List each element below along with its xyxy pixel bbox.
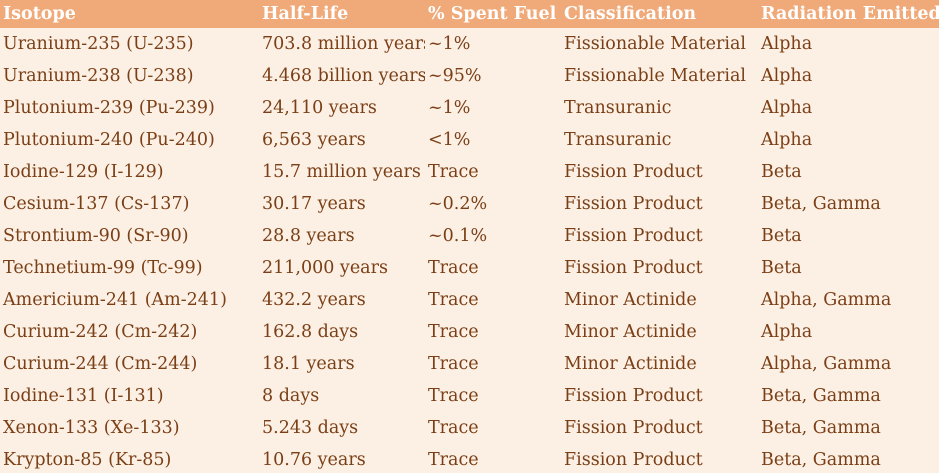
- cell-classification: Fission Product: [564, 226, 703, 246]
- cell-classification: Transuranic: [564, 98, 672, 118]
- cell-half-life: 18.1 years: [262, 354, 355, 374]
- cell-radiation: Alpha: [761, 34, 813, 54]
- cell-radiation: Beta, Gamma: [761, 194, 881, 214]
- cell-classification: Fission Product: [564, 386, 703, 406]
- cell-isotope: Xenon-133 (Xe-133): [3, 418, 180, 438]
- cell-classification: Transuranic: [564, 130, 672, 150]
- table-row: Curium-244 (Cm-244) 18.1 years Trace Minor …: [0, 348, 939, 380]
- cell-isotope: Strontium-90 (Sr-90): [3, 226, 189, 246]
- cell-half-life: 24,110 years: [262, 98, 377, 118]
- cell-classification: Fission Product: [564, 450, 703, 470]
- cell-isotope: Plutonium-240 (Pu-240): [3, 130, 215, 150]
- cell-spent-fuel: Trace: [428, 450, 479, 470]
- cell-radiation: Beta: [761, 162, 802, 182]
- cell-radiation: Beta, Gamma: [761, 418, 881, 438]
- cell-radiation: Alpha: [761, 98, 813, 118]
- cell-half-life: 10.76 years: [262, 450, 366, 470]
- cell-classification: Fission Product: [564, 194, 703, 214]
- table-row: Uranium-235 (U-235) 703.8 million years ~1…: [0, 28, 939, 60]
- cell-classification: Minor Actinide: [564, 322, 697, 342]
- cell-classification: Minor Actinide: [564, 354, 697, 374]
- cell-spent-fuel: <1%: [428, 130, 471, 150]
- cell-isotope: Cesium-137 (Cs-137): [3, 194, 190, 214]
- table-row: Plutonium-240 (Pu-240) 6,563 years <1% Tran…: [0, 124, 939, 156]
- cell-isotope: Curium-242 (Cm-242): [3, 322, 198, 342]
- cell-half-life: 432.2 years: [262, 290, 366, 310]
- column-header-isotope: Isotope: [3, 4, 76, 24]
- column-header-radiation: Radiation Emitted: [761, 4, 939, 24]
- cell-half-life: 30.17 years: [262, 194, 366, 214]
- table-row: Iodine-129 (I-129) 15.7 million years Trac…: [0, 156, 939, 188]
- cell-spent-fuel: ~0.1%: [428, 226, 488, 246]
- cell-isotope: Americium-241 (Am-241): [3, 290, 227, 310]
- cell-spent-fuel: ~95%: [428, 66, 482, 86]
- table-row: Xenon-133 (Xe-133) 5.243 days Trace Fission…: [0, 412, 939, 444]
- cell-radiation: Beta, Gamma: [761, 386, 881, 406]
- header-row: Isotope Half-Life % Spent Fuel Classific…: [0, 0, 939, 28]
- cell-radiation: Alpha: [761, 66, 813, 86]
- cell-half-life: 8 days: [262, 386, 320, 406]
- cell-isotope: Uranium-235 (U-235): [3, 34, 194, 54]
- cell-isotope: Iodine-131 (I-131): [3, 386, 164, 406]
- cell-spent-fuel: Trace: [428, 418, 479, 438]
- table-row: Krypton-85 (Kr-85) 10.76 years Trace Fissio…: [0, 444, 939, 473]
- cell-spent-fuel: ~0.2%: [428, 194, 488, 214]
- table-row: Curium-242 (Cm-242) 162.8 days Trace Minor …: [0, 316, 939, 348]
- cell-isotope: Krypton-85 (Kr-85): [3, 450, 172, 470]
- cell-spent-fuel: Trace: [428, 354, 479, 374]
- cell-radiation: Alpha: [761, 130, 813, 150]
- table-row: Technetium-99 (Tc-99) 211,000 years Trace F…: [0, 252, 939, 284]
- table-row: Americium-241 (Am-241) 432.2 years Trace Mi…: [0, 284, 939, 316]
- cell-radiation: Alpha, Gamma: [761, 354, 892, 374]
- table-header: Isotope Half-Life % Spent Fuel Classific…: [0, 0, 939, 28]
- cell-half-life: 28.8 years: [262, 226, 355, 246]
- cell-half-life: 15.7 million years: [262, 162, 421, 182]
- cell-spent-fuel: Trace: [428, 258, 479, 278]
- column-header-spent-fuel: % Spent Fuel: [428, 4, 557, 24]
- cell-isotope: Plutonium-239 (Pu-239): [3, 98, 215, 118]
- table-body: Uranium-235 (U-235) 703.8 million years ~1…: [0, 28, 939, 473]
- cell-isotope: Uranium-238 (U-238): [3, 66, 194, 86]
- cell-half-life: 6,563 years: [262, 130, 366, 150]
- cell-radiation: Alpha, Gamma: [761, 290, 892, 310]
- cell-isotope: Curium-244 (Cm-244): [3, 354, 198, 374]
- cell-classification: Fission Product: [564, 258, 703, 278]
- cell-spent-fuel: Trace: [428, 290, 479, 310]
- cell-classification: Fissionable Material: [564, 66, 746, 86]
- cell-half-life: 211,000 years: [262, 258, 388, 278]
- cell-spent-fuel: Trace: [428, 322, 479, 342]
- table-row: Plutonium-239 (Pu-239) 24,110 years ~1% Tra…: [0, 92, 939, 124]
- cell-half-life: 5.243 days: [262, 418, 359, 438]
- cell-spent-fuel: ~1%: [428, 34, 471, 54]
- cell-classification: Fission Product: [564, 162, 703, 182]
- cell-classification: Fission Product: [564, 418, 703, 438]
- table-row: Cesium-137 (Cs-137) 30.17 years ~0.2% Fissi…: [0, 188, 939, 220]
- table-row: Iodine-131 (I-131) 8 days Trace Fission Pro…: [0, 380, 939, 412]
- cell-isotope: Iodine-129 (I-129): [3, 162, 164, 182]
- cell-radiation: Alpha: [761, 322, 813, 342]
- cell-radiation: Beta, Gamma: [761, 450, 881, 470]
- cell-isotope: Technetium-99 (Tc-99): [3, 258, 203, 278]
- cell-half-life: 162.8 days: [262, 322, 359, 342]
- cell-radiation: Beta: [761, 226, 802, 246]
- table-row: Strontium-90 (Sr-90) 28.8 years ~0.1% Fissi…: [0, 220, 939, 252]
- cell-half-life: 4.468 billion years: [262, 66, 425, 86]
- cell-spent-fuel: ~1%: [428, 98, 471, 118]
- cell-spent-fuel: Trace: [428, 386, 479, 406]
- cell-classification: Minor Actinide: [564, 290, 697, 310]
- cell-radiation: Beta: [761, 258, 802, 278]
- cell-spent-fuel: Trace: [428, 162, 479, 182]
- column-header-half-life: Half-Life: [262, 4, 349, 24]
- cell-classification: Fissionable Material: [564, 34, 746, 54]
- cell-half-life: 703.8 million years: [262, 34, 425, 54]
- table-row: Uranium-238 (U-238) 4.468 billion years ~9…: [0, 60, 939, 92]
- column-header-classification: Classification: [564, 4, 697, 24]
